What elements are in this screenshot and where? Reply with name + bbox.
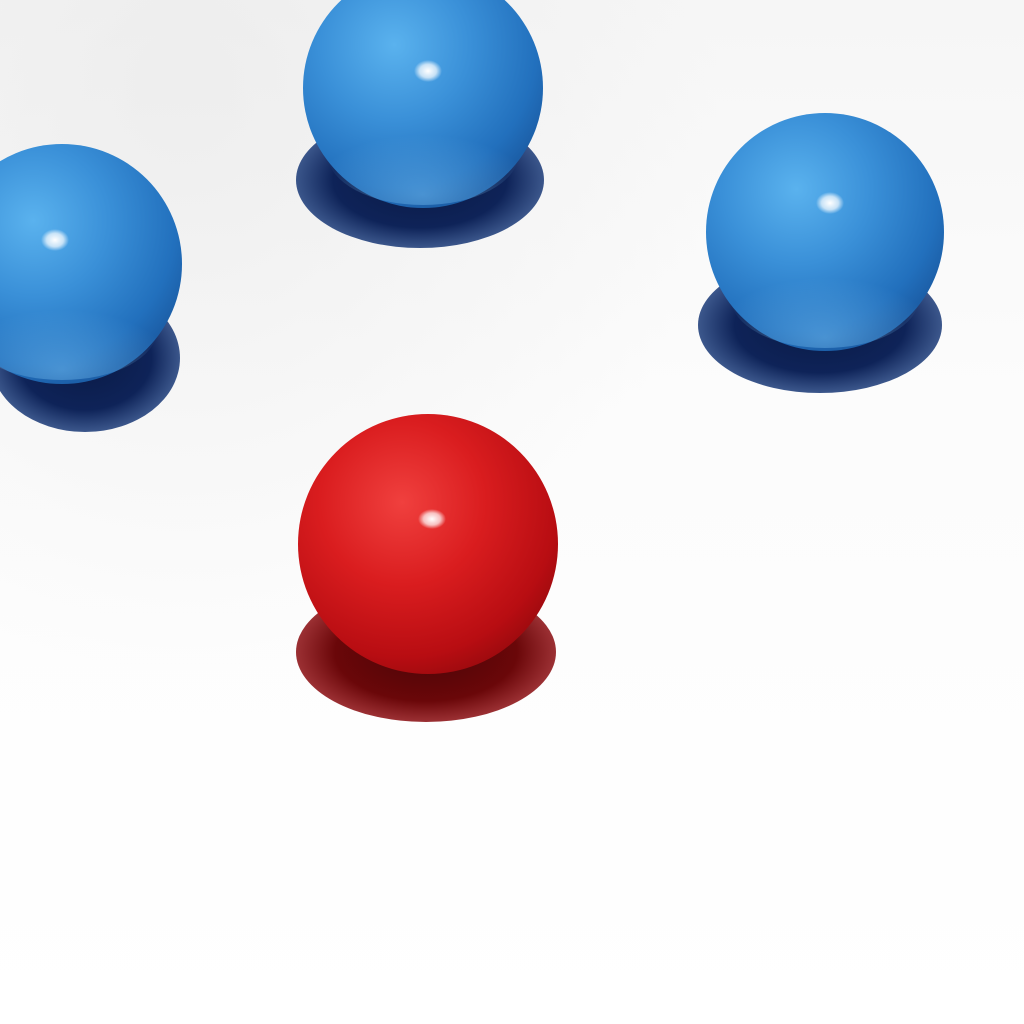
ball-body <box>298 414 558 674</box>
ball-highlight <box>41 229 69 251</box>
blue-ball-top-center <box>296 0 544 248</box>
ball-rim-light <box>0 280 157 380</box>
blue-ball-right <box>698 113 944 393</box>
ball-highlight <box>816 192 844 214</box>
blue-ball-left <box>0 144 182 432</box>
ball-rim-light <box>731 248 919 348</box>
red-ball-center <box>296 414 558 722</box>
ball-highlight <box>414 60 442 82</box>
ball-highlight <box>418 509 446 529</box>
ball-rim-light <box>328 105 518 205</box>
